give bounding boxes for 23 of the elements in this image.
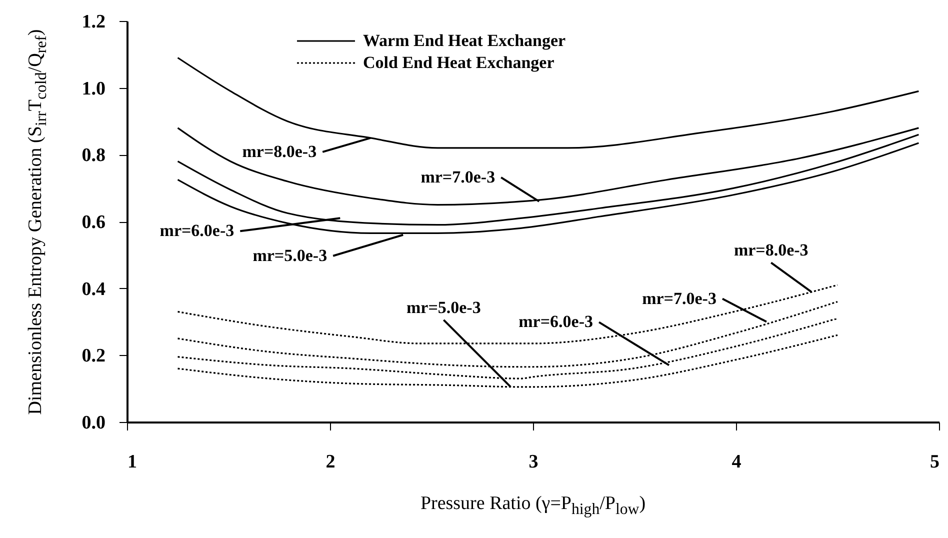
y-tick-label: 0.0: [82, 412, 106, 434]
annotation: mr=7.0e-3: [642, 288, 716, 308]
y-tick-label: 1.0: [82, 78, 106, 100]
x-tick-label: 1: [128, 452, 137, 472]
x-tick-label: 4: [732, 452, 742, 472]
x-tick-label: 2: [326, 452, 336, 472]
annotation: mr=7.0e-3: [420, 167, 496, 186]
annotation: mr=5.0e-3: [252, 246, 328, 265]
y-tick-label: 0.6: [82, 212, 106, 233]
annotation: mr=6.0e-3: [160, 221, 234, 240]
x-tick-label: 3: [528, 452, 538, 472]
annotation: mr=5.0e-3: [406, 298, 481, 317]
legend-label: Warm End Heat Exchanger: [363, 31, 566, 50]
x-axis-title: Pressure Ratio (γ=P$_{high}$/P$_{low}$): [420, 493, 646, 519]
annotation: mr=6.0e-3: [518, 312, 594, 332]
y-tick-label: 0.4: [82, 278, 106, 300]
legend-label: Cold End Heat Exchanger: [363, 53, 555, 72]
y-tick-label: 1.2: [82, 12, 106, 32]
annotation: mr=8.0e-3: [734, 240, 808, 260]
y-tick-label: 0.8: [82, 145, 106, 166]
annotation: mr=8.0e-3: [242, 142, 317, 161]
x-tick-label: 5: [930, 452, 940, 472]
y-tick-label: 0.2: [82, 346, 106, 367]
